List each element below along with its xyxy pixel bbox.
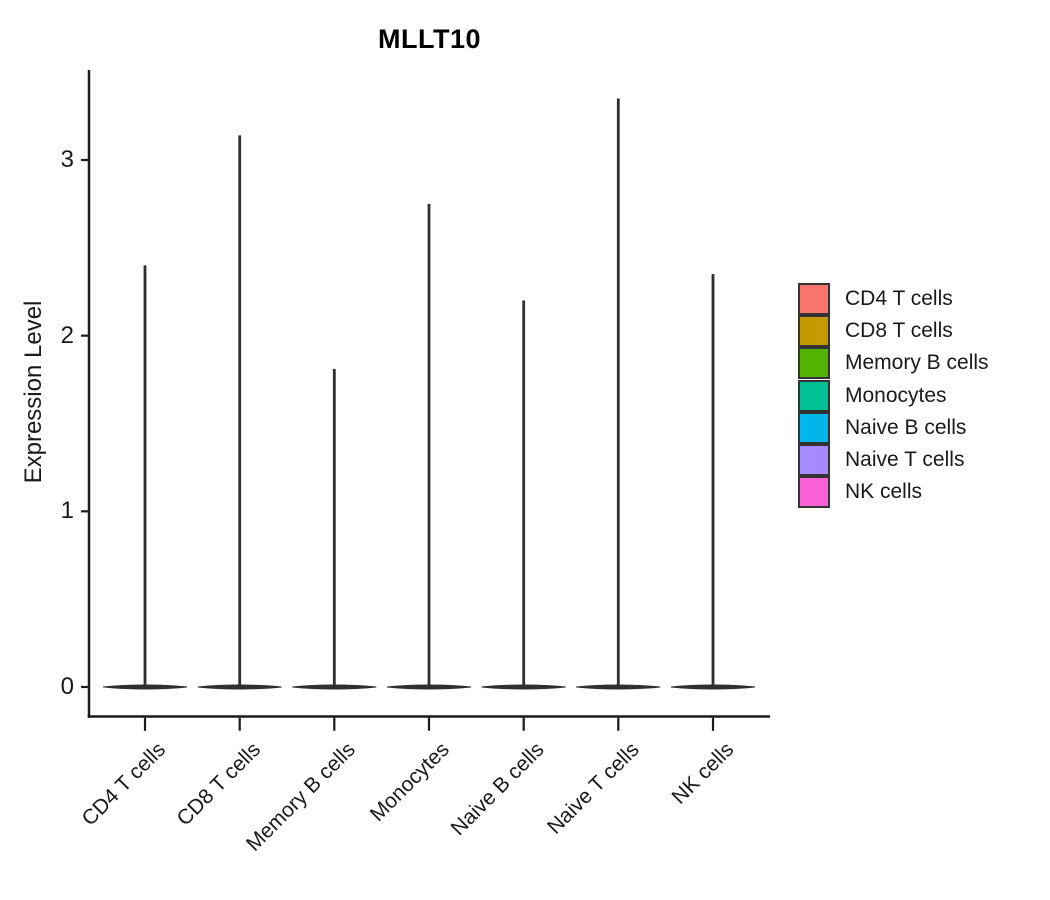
legend-swatch-memory-b-cells bbox=[798, 347, 830, 380]
legend-item-naive-t-cells: Naive T cells bbox=[798, 444, 964, 476]
violin-base-cd8-t-cells bbox=[197, 684, 282, 690]
legend-label-memory-b-cells: Memory B cells bbox=[845, 351, 989, 375]
violin-naive-t-cells bbox=[576, 98, 661, 690]
legend-item-cd4-t-cells: CD4 T cells bbox=[798, 283, 953, 315]
legend-item-naive-b-cells: Naive B cells bbox=[798, 411, 967, 444]
legend-label-nk-cells: NK cells bbox=[845, 480, 923, 504]
violin-nk-cells bbox=[670, 274, 756, 690]
y-tick-label-2: 2 bbox=[60, 321, 74, 349]
violin-base-naive-b-cells bbox=[481, 684, 566, 690]
violin-base-nk-cells bbox=[670, 684, 756, 690]
y-tick-label-3: 3 bbox=[60, 145, 74, 173]
legend-swatch-nk-cells bbox=[798, 476, 830, 509]
legend-item-memory-b-cells: Memory B cells bbox=[798, 347, 989, 380]
legend-item-nk-cells: NK cells bbox=[798, 476, 923, 509]
violin-base-naive-t-cells bbox=[576, 684, 661, 690]
violin-memory-b-cells bbox=[292, 369, 377, 690]
legend-label-cd8-t-cells: CD8 T cells bbox=[845, 319, 953, 343]
legend-swatch-naive-b-cells bbox=[798, 411, 830, 444]
legend-swatch-monocytes bbox=[798, 379, 830, 412]
violin-base-memory-b-cells bbox=[292, 684, 377, 690]
violin-naive-b-cells bbox=[481, 300, 566, 690]
legend-label-monocytes: Monocytes bbox=[845, 383, 947, 407]
legend-swatch-cd8-t-cells bbox=[798, 315, 830, 348]
violin-monocytes bbox=[386, 203, 472, 690]
legend-item-cd8-t-cells: CD8 T cells bbox=[798, 315, 953, 348]
legend-label-naive-b-cells: Naive B cells bbox=[845, 415, 967, 439]
legend-label-cd4-t-cells: CD4 T cells bbox=[845, 287, 953, 310]
legend-item-monocytes: Monocytes bbox=[798, 379, 947, 412]
violin-cd8-t-cells bbox=[197, 135, 282, 690]
chart-title: MLLT10 bbox=[378, 24, 481, 54]
y-tick-label-0: 0 bbox=[60, 673, 74, 700]
legend-swatch-naive-t-cells bbox=[798, 444, 830, 476]
legend-label-naive-t-cells: Naive T cells bbox=[845, 448, 965, 471]
legend-swatch-cd4-t-cells bbox=[798, 283, 830, 315]
y-tick-label-1: 1 bbox=[60, 497, 74, 525]
violin-base-cd4-t-cells bbox=[102, 684, 188, 690]
violin-base-monocytes bbox=[386, 684, 472, 690]
violin-cd4-t-cells bbox=[102, 265, 188, 690]
